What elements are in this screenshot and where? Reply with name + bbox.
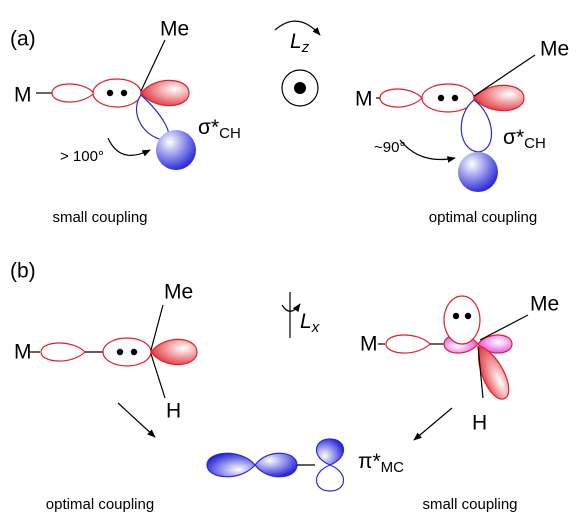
bond bbox=[118, 403, 155, 437]
lobe bbox=[151, 339, 197, 364]
methyl: Me bbox=[530, 293, 559, 316]
lobe bbox=[103, 338, 151, 366]
methyl: Me bbox=[540, 38, 569, 61]
lobe bbox=[316, 439, 343, 465]
metal: M bbox=[355, 88, 373, 111]
methyl: Me bbox=[160, 18, 189, 41]
electron bbox=[117, 349, 123, 355]
arrow bbox=[400, 140, 455, 160]
lobe bbox=[380, 89, 422, 107]
lobe bbox=[444, 296, 480, 344]
angle: ~90° bbox=[374, 139, 405, 156]
orbital: σ*CH bbox=[198, 116, 241, 142]
electron bbox=[107, 90, 113, 96]
electron bbox=[452, 95, 458, 101]
electron bbox=[465, 313, 471, 319]
lobe bbox=[386, 335, 430, 353]
caption: optimal coupling bbox=[429, 209, 537, 226]
angle: > 100° bbox=[60, 148, 104, 165]
lobe bbox=[207, 453, 255, 476]
diagram: (a) M Me σ*CH > 100° small coupling Lz M… bbox=[0, 0, 578, 518]
lobe bbox=[52, 84, 94, 102]
methyl: Me bbox=[164, 281, 193, 304]
caption: small coupling bbox=[52, 209, 147, 226]
axis-dot bbox=[294, 82, 306, 94]
electron bbox=[453, 313, 459, 319]
lobe bbox=[255, 453, 297, 476]
lobe bbox=[458, 152, 498, 192]
panel-label: (b) bbox=[10, 260, 36, 283]
lobe bbox=[93, 79, 141, 107]
electron bbox=[121, 90, 127, 96]
orbital: π*MC bbox=[358, 450, 404, 476]
bond bbox=[414, 408, 452, 440]
caption: optimal coupling bbox=[46, 496, 154, 513]
orbitals bbox=[30, 21, 535, 491]
caption: small coupling bbox=[422, 496, 517, 513]
lobe bbox=[316, 465, 343, 491]
lobe bbox=[156, 130, 196, 170]
arrow bbox=[282, 304, 300, 311]
orbital: σ*CH bbox=[503, 126, 546, 152]
arrow bbox=[108, 138, 150, 155]
lobe bbox=[422, 84, 474, 112]
hydrogen: H bbox=[166, 400, 181, 423]
operator: Lz bbox=[290, 30, 310, 56]
electron bbox=[438, 95, 444, 101]
hydrogen: H bbox=[472, 412, 487, 435]
metal: M bbox=[360, 333, 378, 356]
metal: M bbox=[14, 341, 32, 364]
lobe bbox=[41, 343, 85, 361]
panel-label: (a) bbox=[10, 28, 36, 51]
electron bbox=[131, 349, 137, 355]
operator: Lx bbox=[300, 310, 320, 336]
metal: M bbox=[14, 84, 32, 107]
